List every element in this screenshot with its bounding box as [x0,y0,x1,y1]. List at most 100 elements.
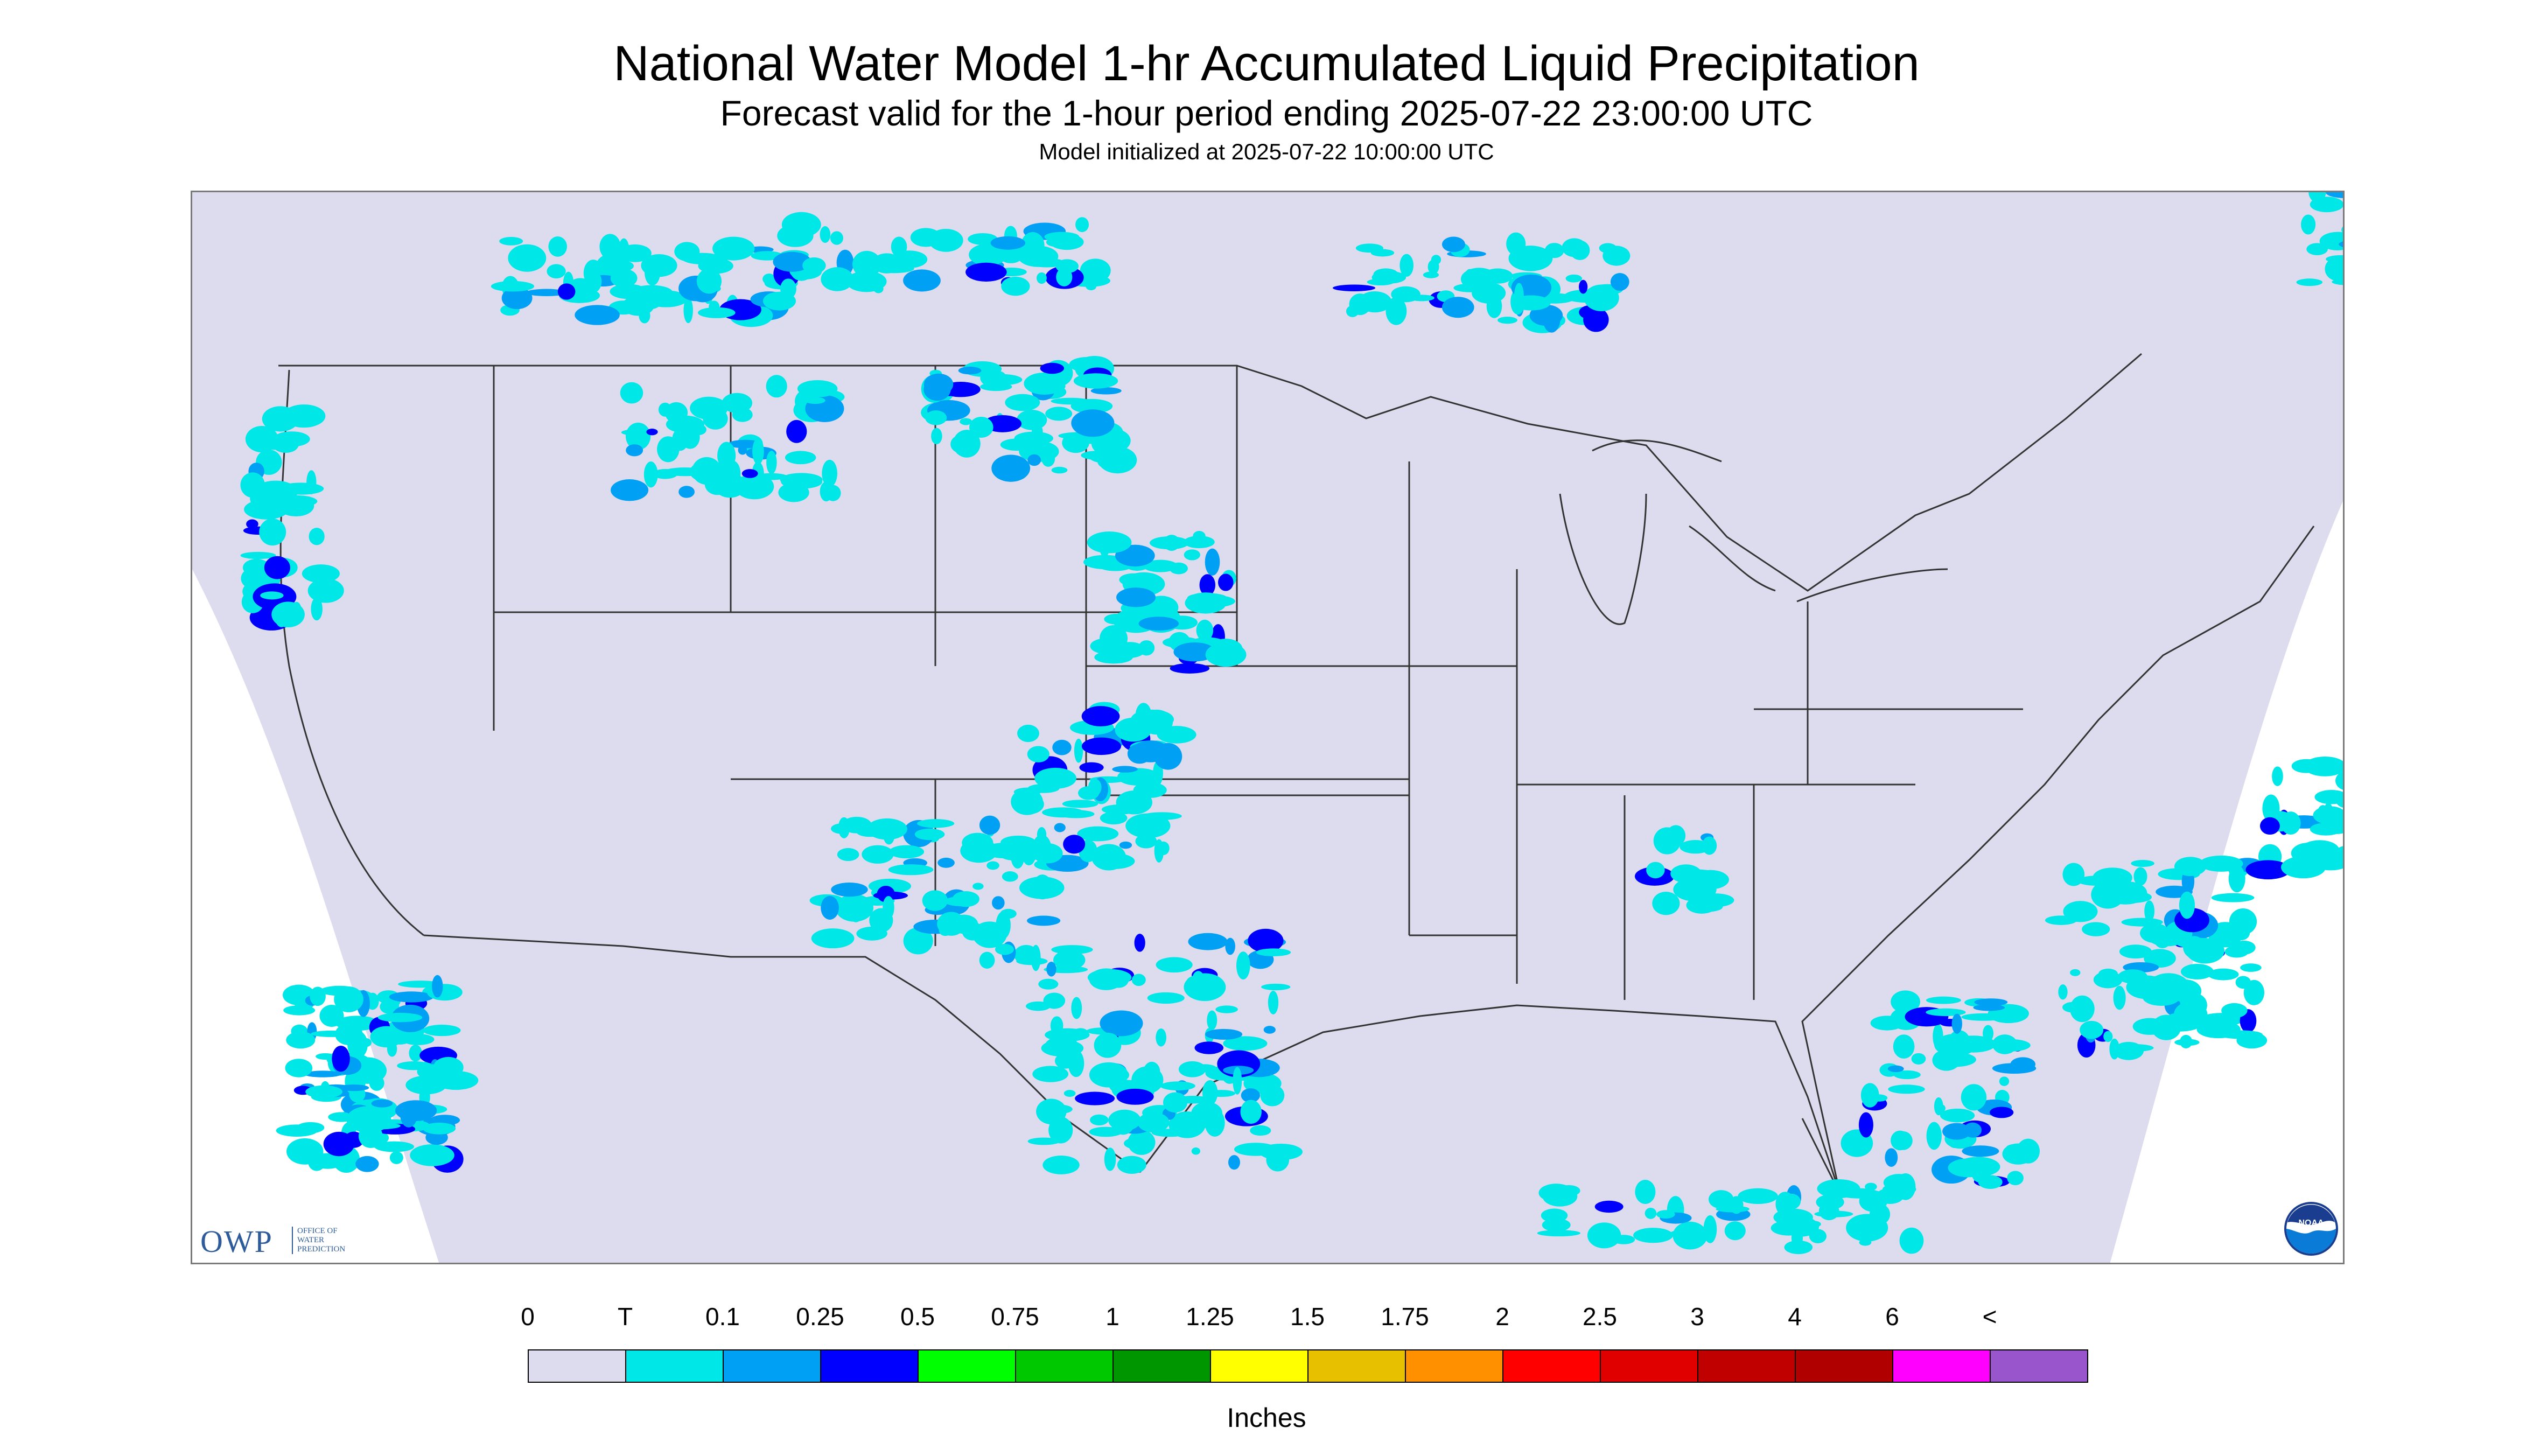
precip-cell [831,882,868,897]
precip-cell [937,857,955,868]
legend-label: 1.75 [1381,1303,1429,1331]
precip-cell [678,486,695,498]
precip-cell [1512,295,1551,311]
precip-cell [1236,951,1250,979]
precip-cell [2181,963,2214,980]
precip-cell [1669,1230,1696,1238]
precip-cell [2140,923,2170,943]
precip-cell [2325,192,2343,198]
precip-cell [1370,249,1395,257]
precip-cell [2166,1013,2186,1024]
precip-cell [2109,1038,2120,1060]
precip-cell [1233,1067,1242,1095]
precip-cell [1045,1037,1079,1054]
precip-cell [1013,794,1044,815]
precip-cell [1652,892,1680,915]
precip-cell [1612,1235,1635,1244]
precip-cell [1055,259,1079,274]
precip-cell [1373,268,1398,281]
precip-cell [1081,706,1120,727]
precip-cell [820,226,831,243]
precip-cell [856,926,887,941]
precip-cell [1071,409,1115,437]
precip-cell [410,1144,454,1166]
precip-cell [1974,998,2008,1006]
precip-cell [1143,1061,1160,1082]
legend-swatch [625,1349,724,1383]
precip-cell [1358,291,1392,313]
precip-cell [821,895,839,920]
precip-cell [2259,817,2280,835]
precip-cell [1260,1084,1285,1107]
legend-label: 1.25 [1186,1303,1234,1331]
precip-cell [1645,1207,1657,1219]
precip-cell [1205,1028,1243,1040]
precip-cell [979,951,995,969]
canada-us-border [278,353,2142,592]
legend-label: 0.75 [991,1303,1039,1331]
precip-cell [1155,600,1174,608]
legend-label: 0.1 [705,1303,740,1331]
precip-cell [872,253,902,274]
precip-cell [1702,836,1717,855]
precip-cell [1891,1130,1910,1151]
precip-cell [1089,1126,1123,1137]
precip-cell [983,843,1024,858]
precip-cell [2119,944,2152,959]
precip-cell [2140,976,2173,998]
precip-cell [1014,431,1053,445]
precip-cell [389,991,434,1003]
precip-cell [2058,984,2068,1000]
precip-cell [2311,854,2343,871]
precip-cell [259,518,286,546]
legend-swatch [918,1349,1016,1383]
precip-cell [1899,1227,1924,1254]
precip-cell [777,224,814,247]
precip-cell [2113,985,2126,1010]
precip-cell [1100,1010,1143,1037]
precip-cell [992,896,1005,910]
precip-cell [1241,1088,1260,1103]
precip-cell [752,438,764,465]
precip-cell [831,823,852,834]
precip-cell [1332,284,1376,291]
precip-cell [910,228,942,247]
precip-cell [1498,317,1517,324]
noaa-logo: NOAA [2283,1201,2339,1257]
precip-cell [1034,767,1076,789]
legend-label: 1 [1105,1303,1119,1331]
precip-cell [1131,974,1146,986]
precip-cell [1138,617,1179,631]
legend-label: < [1982,1303,1997,1331]
legend-swatch [1600,1349,1698,1383]
precip-cell [1926,1122,1942,1150]
precip-cell [302,564,340,583]
precip-cell [1541,1208,1568,1223]
legend-swatch [1892,1349,1991,1383]
precip-cell [585,270,602,293]
precip-cell [1001,276,1030,296]
precip-cell [621,429,652,436]
precip-cell [2301,214,2316,235]
precip-cell [643,461,658,488]
precip-cell [888,864,934,876]
precip-cell [903,927,933,955]
precip-cell [821,267,854,291]
precip-cell [2091,880,2125,909]
precip-cell [575,305,620,325]
precip-cell [2240,963,2262,972]
legend-label: 6 [1885,1303,1899,1331]
legend-swatch [1210,1349,1309,1383]
precip-cell [557,283,576,300]
precip-cell [1156,957,1193,973]
precip-cell [1635,1180,1656,1204]
precip-cell [712,236,755,261]
precip-cell [1075,1091,1115,1105]
gulf-coast [1139,1004,1841,1194]
legend-label: 4 [1788,1303,1802,1331]
precip-cell [1137,1112,1170,1133]
precip-cell [1691,870,1729,890]
precip-cell [293,990,315,1011]
precip-cell [1077,826,1119,842]
precip-cell [1134,934,1145,952]
